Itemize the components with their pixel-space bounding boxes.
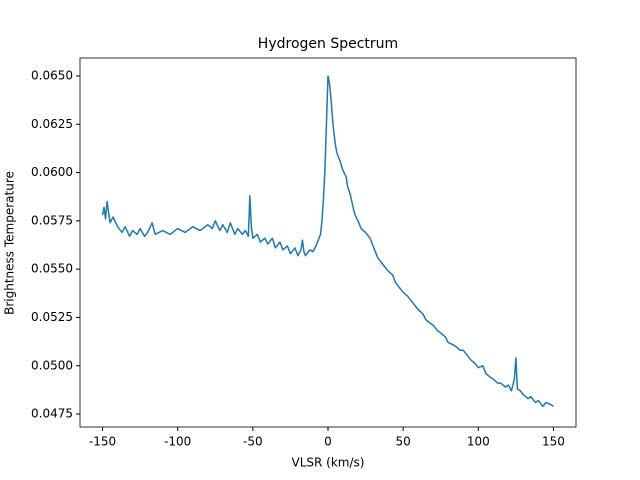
chart-title: Hydrogen Spectrum <box>258 36 398 52</box>
data-line <box>101 75 554 408</box>
y-tick-label: 0.0500 <box>31 358 73 372</box>
x-tick-label: 100 <box>467 435 490 449</box>
y-tick-label: 0.0650 <box>31 68 73 82</box>
x-tick-label: -50 <box>243 435 263 449</box>
y-tick-label: 0.0600 <box>31 165 73 179</box>
y-tick-label: 0.0525 <box>31 310 73 324</box>
x-tick-label: 0 <box>324 435 332 449</box>
plot-frame <box>79 57 577 428</box>
y-axis-label: Brightness Temperature <box>3 171 17 315</box>
y-tick-label: 0.0625 <box>31 117 73 131</box>
y-tick-label: 0.0475 <box>31 407 73 421</box>
x-axis-label: VLSR (km/s) <box>292 456 365 470</box>
y-tick-label: 0.0550 <box>31 262 73 276</box>
x-tick-label: -150 <box>89 435 116 449</box>
x-tick-label: -100 <box>164 435 191 449</box>
x-tick-label: 150 <box>542 435 565 449</box>
y-tick-label: 0.0575 <box>31 213 73 227</box>
x-tick-label: 50 <box>396 435 411 449</box>
